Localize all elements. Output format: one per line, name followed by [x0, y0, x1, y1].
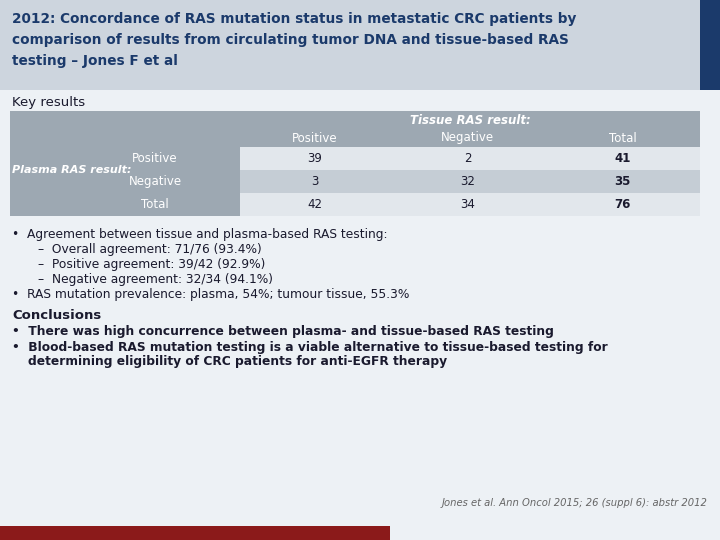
Text: Positive: Positive: [292, 132, 338, 145]
Text: Positive: Positive: [132, 152, 178, 165]
Text: Negative: Negative: [441, 132, 494, 145]
Bar: [240, 129, 700, 147]
Text: •  RAS mutation prevalence: plasma, 54%; tumour tissue, 55.3%: • RAS mutation prevalence: plasma, 54%; …: [12, 288, 410, 301]
Text: Conclusions: Conclusions: [12, 309, 102, 322]
Bar: [240, 147, 700, 170]
Text: Negative: Negative: [128, 175, 181, 188]
Text: 3: 3: [311, 175, 319, 188]
Bar: [10, 111, 240, 216]
Text: Tissue RAS result:: Tissue RAS result:: [410, 113, 531, 126]
Text: 41: 41: [614, 152, 631, 165]
Text: 76: 76: [614, 198, 631, 211]
Text: 39: 39: [307, 152, 323, 165]
Text: •  Blood-based RAS mutation testing is a viable alternative to tissue-based test: • Blood-based RAS mutation testing is a …: [12, 341, 608, 354]
Bar: [240, 170, 700, 193]
Text: 2: 2: [464, 152, 472, 165]
Bar: [0, 0, 720, 90]
Text: 2012: Concordance of RAS mutation status in metastatic CRC patients by: 2012: Concordance of RAS mutation status…: [12, 12, 577, 26]
Text: •  Agreement between tissue and plasma-based RAS testing:: • Agreement between tissue and plasma-ba…: [12, 228, 387, 241]
Bar: [240, 193, 700, 216]
Text: Total: Total: [141, 198, 169, 211]
Text: comparison of results from circulating tumor DNA and tissue-based RAS: comparison of results from circulating t…: [12, 33, 569, 47]
Text: –  Positive agreement: 39/42 (92.9%): – Positive agreement: 39/42 (92.9%): [38, 258, 266, 271]
Text: Key results: Key results: [12, 96, 85, 109]
Text: Plasma RAS result:: Plasma RAS result:: [12, 165, 132, 175]
Text: testing – Jones F et al: testing – Jones F et al: [12, 54, 178, 68]
Text: 32: 32: [460, 175, 475, 188]
Text: –  Overall agreement: 71/76 (93.4%): – Overall agreement: 71/76 (93.4%): [38, 243, 262, 256]
Text: Total: Total: [608, 132, 636, 145]
Text: 42: 42: [307, 198, 323, 211]
Bar: [240, 111, 700, 129]
Text: Jones et al. Ann Oncol 2015; 26 (suppl 6): abstr 2012: Jones et al. Ann Oncol 2015; 26 (suppl 6…: [442, 498, 708, 508]
Text: 34: 34: [460, 198, 475, 211]
Text: –  Negative agreement: 32/34 (94.1%): – Negative agreement: 32/34 (94.1%): [38, 273, 273, 286]
Text: determining eligibility of CRC patients for anti-EGFR therapy: determining eligibility of CRC patients …: [28, 355, 447, 368]
Text: 35: 35: [614, 175, 631, 188]
Bar: [700, 0, 720, 90]
Bar: [0, 526, 390, 540]
Text: •  There was high concurrence between plasma- and tissue-based RAS testing: • There was high concurrence between pla…: [12, 325, 554, 338]
